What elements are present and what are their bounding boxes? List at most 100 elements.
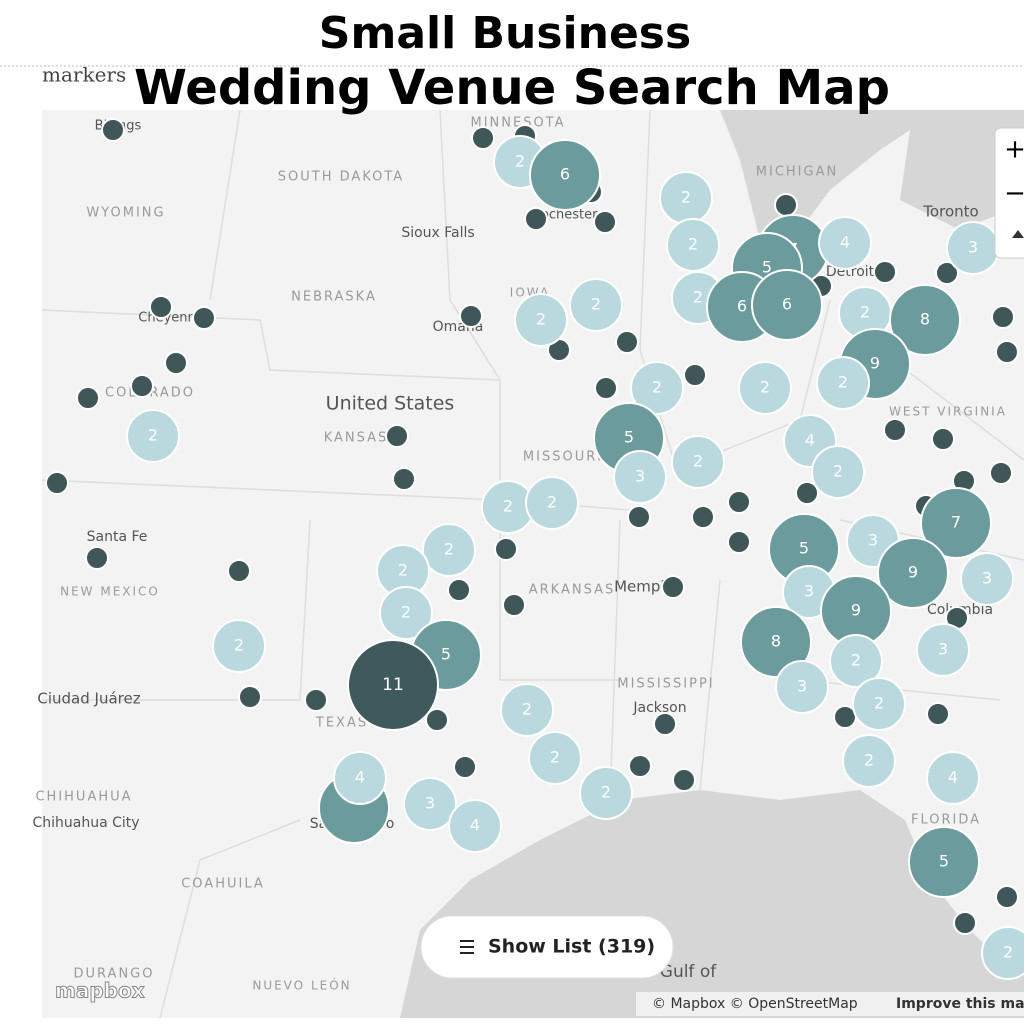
cluster[interactable] xyxy=(775,660,829,714)
venue-marker[interactable] xyxy=(995,885,1019,909)
venue-marker[interactable] xyxy=(392,467,416,491)
venue-marker[interactable] xyxy=(991,305,1015,329)
cluster[interactable] xyxy=(981,926,1024,980)
cluster[interactable] xyxy=(916,623,970,677)
venue-marker[interactable] xyxy=(774,193,798,217)
cluster[interactable] xyxy=(740,606,812,678)
zoom-in[interactable]: + xyxy=(1004,135,1024,165)
improve-link[interactable]: Improve this map xyxy=(896,996,1024,1012)
cluster[interactable] xyxy=(569,278,623,332)
cluster[interactable] xyxy=(333,751,387,805)
cluster[interactable] xyxy=(529,139,601,211)
cluster[interactable] xyxy=(347,639,439,731)
venue-marker[interactable] xyxy=(995,340,1019,364)
venue-marker[interactable] xyxy=(85,546,109,570)
cluster[interactable] xyxy=(126,409,180,463)
venue-marker[interactable] xyxy=(873,260,897,284)
venue-marker[interactable] xyxy=(304,688,328,712)
place-label: MISSOURI xyxy=(523,450,603,465)
venue-marker[interactable] xyxy=(385,424,409,448)
cluster[interactable] xyxy=(514,293,568,347)
venue-marker[interactable] xyxy=(471,126,495,150)
venue-marker[interactable] xyxy=(459,304,483,328)
venue-marker[interactable] xyxy=(615,330,639,354)
cluster[interactable] xyxy=(579,766,633,820)
cluster[interactable] xyxy=(666,218,720,272)
cluster[interactable] xyxy=(448,799,502,853)
button-bg[interactable] xyxy=(420,915,674,979)
venue-marker[interactable] xyxy=(149,295,173,319)
cluster[interactable] xyxy=(528,731,582,785)
button-label[interactable]: Show List (319) xyxy=(488,936,655,958)
venue-marker[interactable] xyxy=(164,351,188,375)
attribution[interactable]: © Mapbox © OpenStreetMap xyxy=(652,996,858,1012)
cluster[interactable] xyxy=(920,487,992,559)
venue-marker[interactable] xyxy=(45,471,69,495)
cluster[interactable] xyxy=(829,634,883,688)
venue-marker[interactable] xyxy=(883,418,907,442)
venue-marker[interactable] xyxy=(727,530,751,554)
cluster[interactable] xyxy=(816,356,870,410)
cluster[interactable] xyxy=(500,683,554,737)
cluster[interactable] xyxy=(422,523,476,577)
venue-marker[interactable] xyxy=(672,768,696,792)
cluster[interactable] xyxy=(889,284,961,356)
cluster-count: 5 xyxy=(762,258,772,277)
zoom-out[interactable]: − xyxy=(1004,179,1024,209)
show-list-button[interactable]: Show List (319) xyxy=(420,915,674,979)
cluster[interactable] xyxy=(630,361,684,415)
cluster-count: 2 xyxy=(652,378,662,397)
place-label: WYOMING xyxy=(86,206,165,221)
cluster[interactable] xyxy=(613,450,667,504)
venue-marker[interactable] xyxy=(524,207,548,231)
cluster[interactable] xyxy=(818,216,872,270)
venue-marker[interactable] xyxy=(192,306,216,330)
venue-marker[interactable] xyxy=(594,376,618,400)
cluster[interactable] xyxy=(908,826,980,898)
venue-marker[interactable] xyxy=(727,490,751,514)
cluster[interactable] xyxy=(403,777,457,831)
venue-marker[interactable] xyxy=(931,427,955,451)
venue-marker[interactable] xyxy=(238,685,262,709)
venue-marker[interactable] xyxy=(691,505,715,529)
venue-marker[interactable] xyxy=(425,708,449,732)
cluster[interactable] xyxy=(671,435,725,489)
place-label: Ciudad Juárez xyxy=(37,690,140,708)
venue-marker[interactable] xyxy=(795,481,819,505)
compass[interactable] xyxy=(1012,230,1024,238)
cluster[interactable] xyxy=(960,552,1014,606)
cluster-count: 4 xyxy=(470,816,480,835)
cluster[interactable] xyxy=(926,751,980,805)
mapbox-logo[interactable]: mapbox xyxy=(55,978,146,1003)
venue-marker[interactable] xyxy=(627,505,651,529)
cluster[interactable] xyxy=(738,361,792,415)
venue-marker[interactable] xyxy=(502,593,526,617)
venue-marker[interactable] xyxy=(926,702,950,726)
venue-marker[interactable] xyxy=(447,578,471,602)
cluster[interactable] xyxy=(525,476,579,530)
venue-marker[interactable] xyxy=(989,461,1013,485)
venue-marker[interactable] xyxy=(593,210,617,234)
venue-marker[interactable] xyxy=(653,712,677,736)
venue-marker[interactable] xyxy=(953,911,977,935)
cluster[interactable] xyxy=(852,677,906,731)
cluster-count: 2 xyxy=(864,751,874,770)
venue-marker[interactable] xyxy=(935,261,959,285)
cluster[interactable] xyxy=(811,445,865,499)
cluster[interactable] xyxy=(751,269,823,341)
venue-marker[interactable] xyxy=(628,754,652,778)
venue-marker[interactable] xyxy=(494,537,518,561)
venue-marker[interactable] xyxy=(453,755,477,779)
venue-marker[interactable] xyxy=(227,559,251,583)
cluster-count: 3 xyxy=(804,582,814,601)
cluster[interactable] xyxy=(842,734,896,788)
cluster-count: 5 xyxy=(624,428,634,447)
venue-marker[interactable] xyxy=(130,374,154,398)
venue-marker[interactable] xyxy=(101,118,125,142)
cluster[interactable] xyxy=(379,586,433,640)
cluster[interactable] xyxy=(877,537,949,609)
venue-marker[interactable] xyxy=(76,386,100,410)
venue-marker[interactable] xyxy=(683,363,707,387)
venue-marker[interactable] xyxy=(661,575,685,599)
cluster[interactable] xyxy=(212,619,266,673)
